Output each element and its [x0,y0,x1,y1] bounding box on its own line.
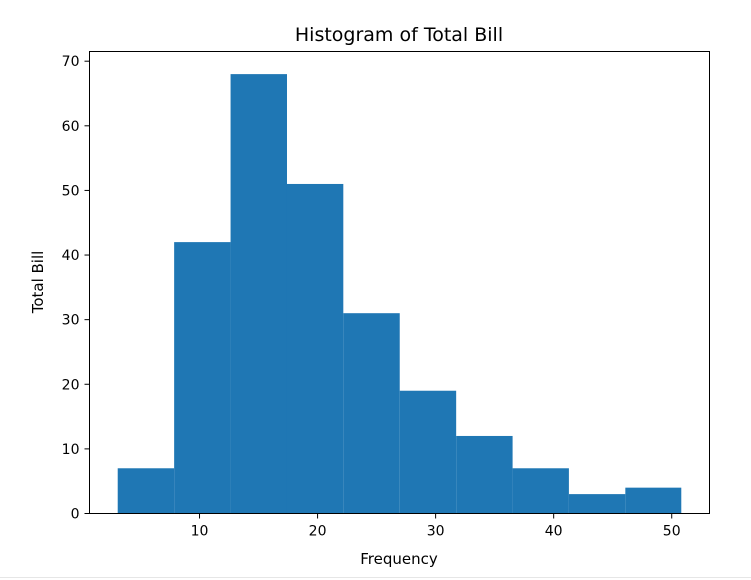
y-axis-ticks: 0 10 20 30 40 50 60 70 [62,54,90,523]
bars-group [117,74,682,514]
y-tick-label: 40 [62,248,80,264]
histogram-bar [512,468,569,514]
histogram-bar [117,468,175,514]
y-axis-label: Total Bill [29,251,47,315]
x-axis-label: Frequency [360,550,438,568]
y-tick-label: 20 [62,377,80,393]
y-tick-label: 60 [62,119,80,135]
histogram-bar [568,494,626,514]
histogram-bar [343,313,400,514]
y-tick-label: 50 [62,183,80,199]
histogram-bar [174,242,231,514]
histogram-bar [456,435,513,514]
histogram-bar [286,183,344,514]
y-tick-label: 10 [62,442,80,458]
x-tick-label: 40 [545,524,563,540]
histogram-bar [399,390,457,514]
chart-title: Histogram of Total Bill [295,24,503,46]
plot-frame [89,51,710,514]
histogram-bar [625,487,682,514]
y-tick-label: 70 [62,54,80,70]
y-tick-label: 30 [62,313,80,329]
x-tick-label: 50 [663,524,681,540]
x-tick-label: 30 [427,524,445,540]
histogram-bar [230,74,287,514]
x-tick-label: 20 [309,524,327,540]
bottom-divider [0,577,751,578]
x-tick-label: 10 [191,524,209,540]
x-axis-ticks: 10 20 30 40 50 [191,513,681,540]
y-tick-label: 0 [71,507,80,523]
